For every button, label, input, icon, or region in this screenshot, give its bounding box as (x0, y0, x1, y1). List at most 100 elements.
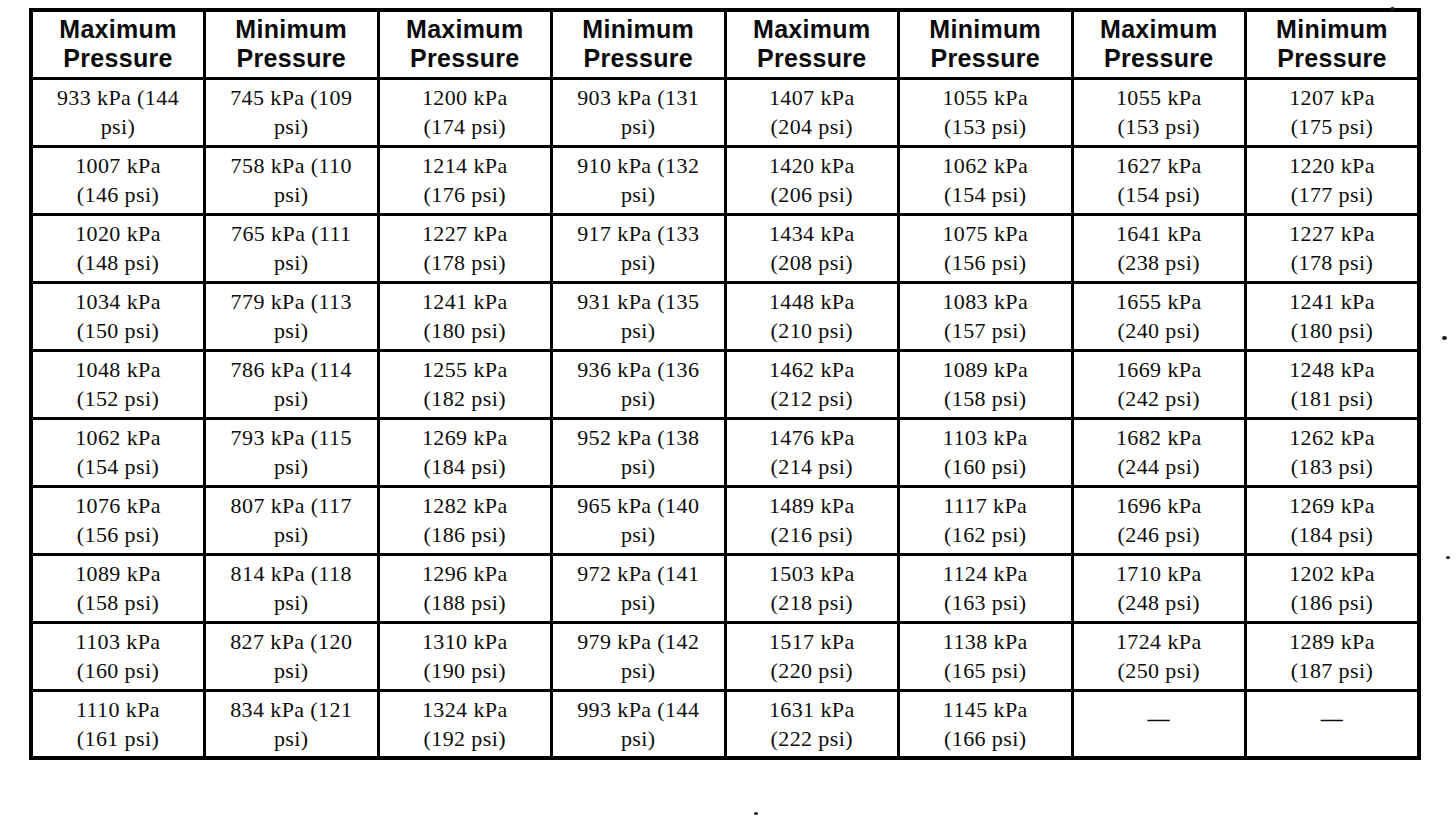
table-cell: 1048 kPa (152 psi) (31, 350, 205, 418)
table-row: 933 kPa (144 psi)745 kPa (109 psi)1200 k… (31, 78, 1419, 146)
table-cell: 1631 kPa (222 psi) (725, 690, 899, 758)
table-row: 1076 kPa (156 psi)807 kPa (117 psi)1282 … (31, 486, 1419, 554)
table-cell: 1310 kPa (190 psi) (378, 622, 552, 690)
table-cell: 745 kPa (109 psi) (205, 78, 379, 146)
table-cell: 1476 kPa (214 psi) (725, 418, 899, 486)
table-cell: 1145 kPa (166 psi) (899, 690, 1073, 758)
pressure-table-header: Maximum PressureMinimum PressureMaximum … (31, 10, 1419, 78)
table-cell: 1083 kPa (157 psi) (899, 282, 1073, 350)
table-cell: 827 kPa (120 psi) (205, 622, 379, 690)
header-cell-minimum-pressure: Minimum Pressure (899, 10, 1073, 78)
table-cell: 1110 kPa (161 psi) (31, 690, 205, 758)
header-cell-minimum-pressure: Minimum Pressure (205, 10, 379, 78)
table-cell: 993 kPa (144 psi) (552, 690, 726, 758)
header-cell-minimum-pressure: Minimum Pressure (552, 10, 726, 78)
table-row: 1110 kPa (161 psi)834 kPa (121 psi)1324 … (31, 690, 1419, 758)
table-cell: 1462 kPa (212 psi) (725, 350, 899, 418)
scan-speck (1390, 7, 1395, 11)
table-cell: 1669 kPa (242 psi) (1072, 350, 1246, 418)
table-cell: 931 kPa (135 psi) (552, 282, 726, 350)
table-cell: — (1072, 690, 1246, 758)
table-cell: 1227 kPa (178 psi) (378, 214, 552, 282)
scan-speck (754, 812, 758, 815)
table-cell: 1089 kPa (158 psi) (31, 554, 205, 622)
table-cell: 903 kPa (131 psi) (552, 78, 726, 146)
table-cell: 1062 kPa (154 psi) (31, 418, 205, 486)
table-row: 1020 kPa (148 psi)765 kPa (111 psi)1227 … (31, 214, 1419, 282)
scan-speck (1446, 556, 1450, 559)
table-cell: 1089 kPa (158 psi) (899, 350, 1073, 418)
table-cell: 1062 kPa (154 psi) (899, 146, 1073, 214)
table-cell: 1034 kPa (150 psi) (31, 282, 205, 350)
header-cell-maximum-pressure: Maximum Pressure (725, 10, 899, 78)
table-cell: 1627 kPa (154 psi) (1072, 146, 1246, 214)
table-cell: 1020 kPa (148 psi) (31, 214, 205, 282)
table-cell: 814 kPa (118 psi) (205, 554, 379, 622)
table-cell: 979 kPa (142 psi) (552, 622, 726, 690)
pressure-table: Maximum PressureMinimum PressureMaximum … (29, 8, 1421, 760)
table-cell: 1289 kPa (187 psi) (1246, 622, 1420, 690)
table-cell: 1227 kPa (178 psi) (1246, 214, 1420, 282)
table-cell: 1214 kPa (176 psi) (378, 146, 552, 214)
table-cell: 1296 kPa (188 psi) (378, 554, 552, 622)
table-cell: 1655 kPa (240 psi) (1072, 282, 1246, 350)
table-cell: 1710 kPa (248 psi) (1072, 554, 1246, 622)
table-cell: 1269 kPa (184 psi) (378, 418, 552, 486)
scanned-document-page: Maximum PressureMinimum PressureMaximum … (0, 0, 1456, 818)
pressure-table-body: 933 kPa (144 psi)745 kPa (109 psi)1200 k… (31, 78, 1419, 758)
table-cell: 1724 kPa (250 psi) (1072, 622, 1246, 690)
table-row: 1034 kPa (150 psi)779 kPa (113 psi)1241 … (31, 282, 1419, 350)
table-cell: 1282 kPa (186 psi) (378, 486, 552, 554)
table-cell: 1248 kPa (181 psi) (1246, 350, 1420, 418)
table-cell: 786 kPa (114 psi) (205, 350, 379, 418)
table-cell: 917 kPa (133 psi) (552, 214, 726, 282)
table-row: 1048 kPa (152 psi)786 kPa (114 psi)1255 … (31, 350, 1419, 418)
table-cell: 758 kPa (110 psi) (205, 146, 379, 214)
table-cell: 1420 kPa (206 psi) (725, 146, 899, 214)
header-cell-maximum-pressure: Maximum Pressure (31, 10, 205, 78)
table-cell: 933 kPa (144 psi) (31, 78, 205, 146)
table-cell: 936 kPa (136 psi) (552, 350, 726, 418)
table-cell: 972 kPa (141 psi) (552, 554, 726, 622)
table-cell: 1434 kPa (208 psi) (725, 214, 899, 282)
table-cell: 1103 kPa (160 psi) (31, 622, 205, 690)
table-cell: 1007 kPa (146 psi) (31, 146, 205, 214)
table-cell: 1407 kPa (204 psi) (725, 78, 899, 146)
header-row: Maximum PressureMinimum PressureMaximum … (31, 10, 1419, 78)
table-cell: 1269 kPa (184 psi) (1246, 486, 1420, 554)
table-cell: 765 kPa (111 psi) (205, 214, 379, 282)
table-cell: 834 kPa (121 psi) (205, 690, 379, 758)
table-cell: 1200 kPa (174 psi) (378, 78, 552, 146)
table-cell: 1220 kPa (177 psi) (1246, 146, 1420, 214)
table-cell: 1682 kPa (244 psi) (1072, 418, 1246, 486)
table-cell: 1241 kPa (180 psi) (378, 282, 552, 350)
table-cell: — (1246, 690, 1420, 758)
header-cell-maximum-pressure: Maximum Pressure (378, 10, 552, 78)
table-cell: 952 kPa (138 psi) (552, 418, 726, 486)
table-cell: 1517 kPa (220 psi) (725, 622, 899, 690)
table-cell: 1055 kPa (153 psi) (1072, 78, 1246, 146)
header-cell-minimum-pressure: Minimum Pressure (1246, 10, 1420, 78)
table-cell: 1075 kPa (156 psi) (899, 214, 1073, 282)
table-cell: 1138 kPa (165 psi) (899, 622, 1073, 690)
table-cell: 1324 kPa (192 psi) (378, 690, 552, 758)
table-cell: 1255 kPa (182 psi) (378, 350, 552, 418)
table-cell: 1103 kPa (160 psi) (899, 418, 1073, 486)
table-row: 1062 kPa (154 psi)793 kPa (115 psi)1269 … (31, 418, 1419, 486)
table-cell: 1117 kPa (162 psi) (899, 486, 1073, 554)
table-cell: 1489 kPa (216 psi) (725, 486, 899, 554)
table-cell: 965 kPa (140 psi) (552, 486, 726, 554)
table-cell: 1055 kPa (153 psi) (899, 78, 1073, 146)
table-row: 1007 kPa (146 psi)758 kPa (110 psi)1214 … (31, 146, 1419, 214)
table-cell: 1207 kPa (175 psi) (1246, 78, 1420, 146)
table-cell: 1124 kPa (163 psi) (899, 554, 1073, 622)
table-cell: 1448 kPa (210 psi) (725, 282, 899, 350)
table-cell: 1262 kPa (183 psi) (1246, 418, 1420, 486)
table-row: 1089 kPa (158 psi)814 kPa (118 psi)1296 … (31, 554, 1419, 622)
table-cell: 1241 kPa (180 psi) (1246, 282, 1420, 350)
table-cell: 1696 kPa (246 psi) (1072, 486, 1246, 554)
table-cell: 1202 kPa (186 psi) (1246, 554, 1420, 622)
header-cell-maximum-pressure: Maximum Pressure (1072, 10, 1246, 78)
table-cell: 910 kPa (132 psi) (552, 146, 726, 214)
table-row: 1103 kPa (160 psi)827 kPa (120 psi)1310 … (31, 622, 1419, 690)
